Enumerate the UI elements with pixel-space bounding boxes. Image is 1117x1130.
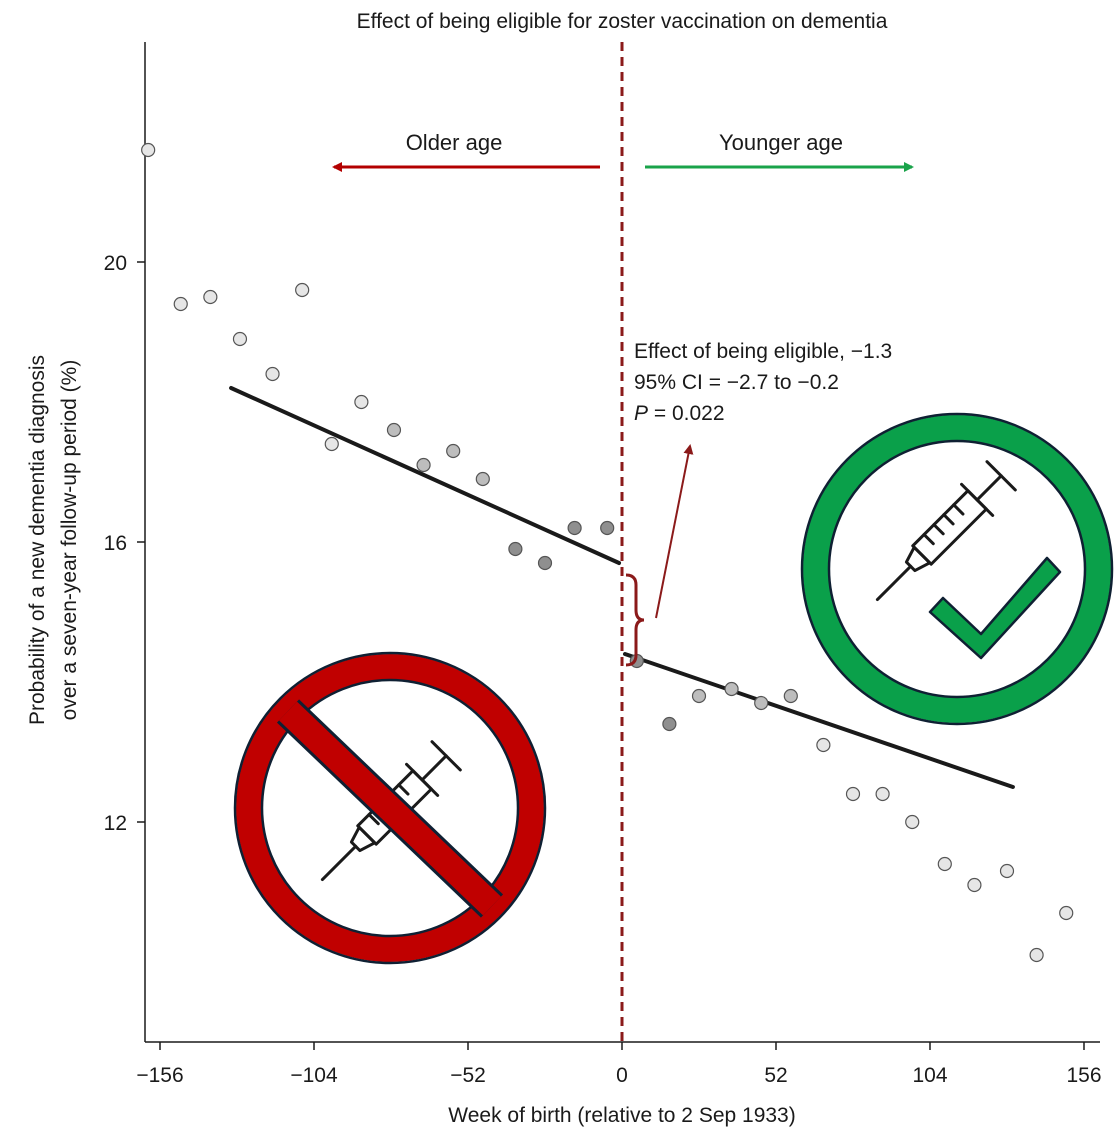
data-point [999,863,1015,879]
x-tick-label: 156 [1066,1064,1101,1087]
fit-line-younger [622,652,1015,789]
data-point [416,457,431,473]
y-axis-label-line2: over a seven-year follow-up period (%) [58,360,81,721]
vaccination-check-icon [800,412,1114,726]
data-point [724,681,739,697]
x-tick-label: 104 [912,1064,947,1087]
data-point [324,436,339,452]
data-point [203,289,218,305]
data-point [386,422,402,438]
y-tick-label: 12 [104,812,127,835]
younger-age-label: Younger age [719,130,843,155]
data-point [295,282,310,298]
data-point [508,541,523,557]
data-point [754,695,769,711]
axis-ticks: −156 −104 −52 0 52 104 156 12 16 20 [104,252,1102,1087]
data-point [1059,905,1074,921]
data-point [783,688,798,704]
p-value-symbol: P [634,402,648,425]
data-point [446,443,461,459]
p-value-text: P = 0.022 [634,402,725,425]
x-tick-label: −52 [450,1064,486,1087]
effect-brace [625,573,645,667]
data-point [354,394,369,410]
data-point [845,786,861,802]
effect-annotation-arrow [655,444,694,619]
data-point [232,331,248,347]
data-point [816,737,831,753]
data-point [937,856,952,872]
effect-estimate-text: Effect of being eligible, −1.3 [634,340,892,363]
data-point [141,142,156,158]
data-point [173,296,188,312]
x-tick-label: −104 [290,1064,338,1087]
data-point [691,688,707,704]
data-point [567,520,582,536]
x-tick-label: 0 [616,1064,628,1087]
fit-lines [229,386,1015,789]
data-point [662,716,677,732]
older-age-label: Older age [406,130,503,155]
data-point [537,555,553,571]
fit-line-older [229,386,622,565]
data-point [600,520,615,536]
checkmark-icon [928,556,1062,660]
confidence-interval-text: 95% CI = −2.7 to −0.2 [634,371,839,394]
y-tick-label: 16 [104,532,127,555]
data-point [905,814,920,830]
y-tick-label: 20 [104,252,127,275]
data-point [875,786,890,802]
syringe-icon [875,460,1017,602]
y-axis-label-line1: Probability of a new dementia diagnosis [26,355,49,725]
data-point [1029,947,1044,963]
no-vaccination-icon [233,651,547,965]
x-tick-label: −156 [136,1064,183,1087]
p-value-number: = 0.022 [648,402,724,425]
data-points [141,142,1074,963]
data-point [475,471,490,487]
x-tick-label: 52 [764,1064,787,1087]
data-point [967,877,982,893]
chart-title: Effect of being eligible for zoster vacc… [357,10,888,33]
x-axis-label: Week of birth (relative to 2 Sep 1933) [448,1104,795,1127]
data-point [265,366,280,382]
